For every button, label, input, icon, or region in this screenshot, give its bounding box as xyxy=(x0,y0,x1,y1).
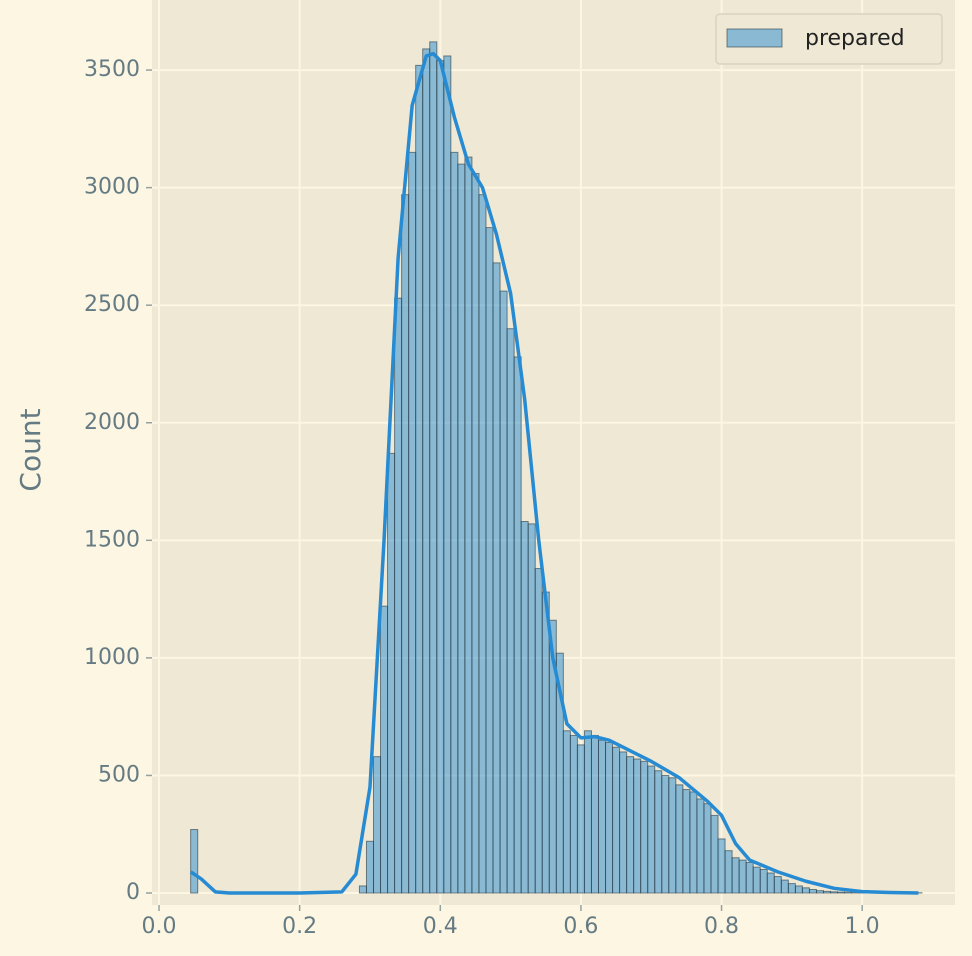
x-tick-label: 0.8 xyxy=(704,914,739,939)
bar xyxy=(731,857,740,894)
bar xyxy=(682,789,691,894)
y-tick-label: 2000 xyxy=(84,410,140,435)
bar xyxy=(605,742,614,894)
bar xyxy=(408,151,417,894)
bar xyxy=(780,879,789,894)
bar xyxy=(703,803,712,894)
bar xyxy=(675,784,684,894)
bar xyxy=(450,151,459,894)
bar xyxy=(830,891,839,894)
bar xyxy=(443,55,452,894)
y-tick-label: 2500 xyxy=(84,292,140,317)
bar xyxy=(844,891,853,894)
bar xyxy=(387,452,396,894)
bar xyxy=(647,765,656,894)
x-tick-label: 0.0 xyxy=(142,914,177,939)
y-tick-label: 3500 xyxy=(84,57,140,82)
bar xyxy=(724,850,733,894)
x-tick-label: 0.6 xyxy=(563,914,598,939)
bar xyxy=(654,770,663,894)
bar xyxy=(773,876,782,894)
bar xyxy=(506,328,515,894)
bar xyxy=(527,523,536,894)
legend-label: prepared xyxy=(805,26,905,51)
bar xyxy=(633,758,642,894)
bar xyxy=(457,163,466,894)
y-tick-label: 0 xyxy=(126,880,140,905)
bar xyxy=(612,746,621,894)
bar xyxy=(569,734,578,894)
bar xyxy=(358,885,367,894)
bar xyxy=(464,156,473,894)
y-axis-label: Count xyxy=(14,408,47,491)
y-tick-label: 1000 xyxy=(84,645,140,670)
lines xyxy=(189,51,919,895)
bar xyxy=(372,756,382,894)
bar xyxy=(619,751,628,894)
bar xyxy=(429,41,438,894)
kde-line xyxy=(189,51,919,895)
bar xyxy=(583,730,592,894)
x-tick-label: 0.4 xyxy=(423,914,458,939)
bar xyxy=(815,890,825,894)
bar xyxy=(380,605,389,894)
bar xyxy=(562,730,571,894)
bar xyxy=(365,840,374,894)
bar xyxy=(801,887,810,894)
x-tick-label: 1.0 xyxy=(845,914,880,939)
legend-swatch xyxy=(726,28,783,48)
bar xyxy=(576,744,585,894)
bar xyxy=(590,734,600,894)
legend: prepared xyxy=(715,13,943,65)
bar xyxy=(471,173,480,894)
bar xyxy=(837,891,846,894)
bar xyxy=(436,60,445,894)
bar xyxy=(745,861,754,894)
bar xyxy=(394,297,403,894)
bar xyxy=(190,829,199,894)
x-tick-label: 0.2 xyxy=(282,914,317,939)
bar xyxy=(689,791,698,894)
bar xyxy=(661,774,670,894)
bar xyxy=(415,64,424,894)
axes: 0.0 0.2 0.4 0.6 0.8 1.0 0 500 1000 1500 2000 2500 30… xyxy=(84,57,880,939)
y-tick-label: 1500 xyxy=(84,527,140,552)
bar xyxy=(626,756,635,894)
bar xyxy=(513,356,522,894)
bar xyxy=(422,48,431,894)
bar xyxy=(787,883,796,894)
bar xyxy=(738,859,747,894)
bar xyxy=(766,872,775,894)
bar xyxy=(640,760,649,894)
bar xyxy=(696,798,705,894)
bar xyxy=(534,568,543,894)
bar xyxy=(710,814,719,894)
bar xyxy=(759,868,768,894)
bar xyxy=(499,290,508,894)
bar xyxy=(492,262,501,894)
bar xyxy=(794,885,803,894)
bar xyxy=(717,838,726,894)
bar xyxy=(520,521,529,894)
bar xyxy=(541,591,550,894)
legend-box xyxy=(715,13,943,65)
bar xyxy=(752,866,761,894)
bars xyxy=(190,41,923,894)
bar xyxy=(598,739,607,894)
bar xyxy=(808,888,817,894)
bar xyxy=(478,194,487,894)
y-tick-label: 3000 xyxy=(84,175,140,200)
bar xyxy=(485,227,494,894)
y-tick-label: 500 xyxy=(98,762,140,787)
bar xyxy=(823,890,832,894)
bar xyxy=(668,777,677,894)
bar xyxy=(401,194,410,894)
